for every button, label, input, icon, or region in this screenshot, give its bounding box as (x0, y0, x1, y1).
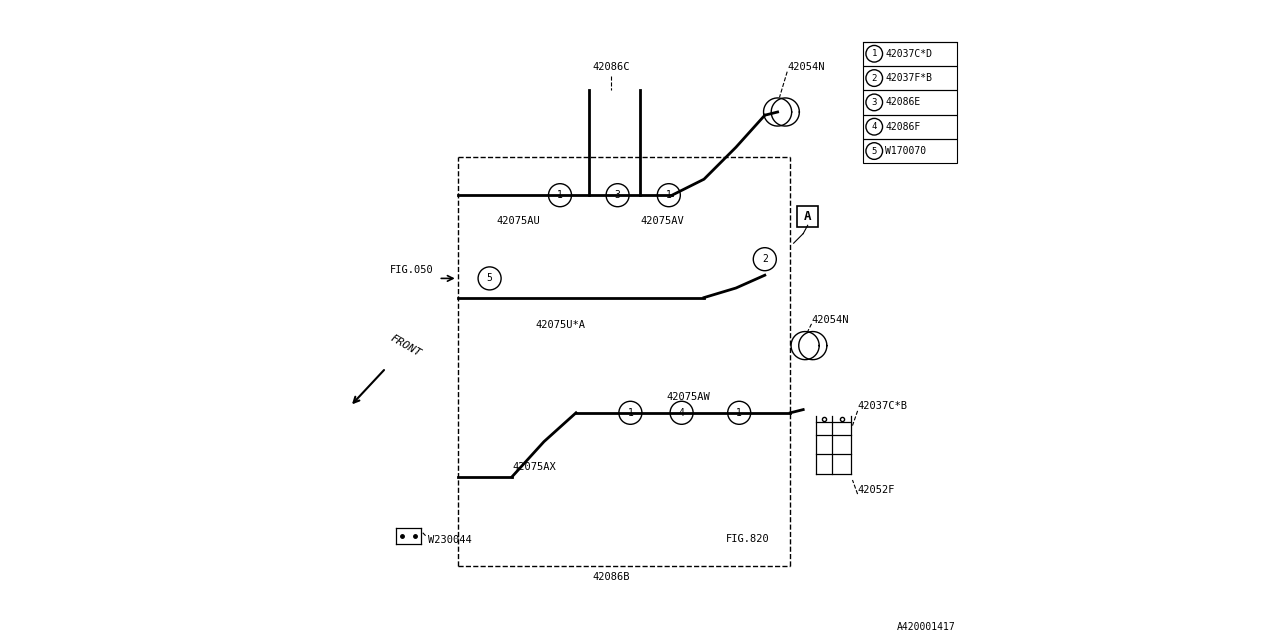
Text: 1: 1 (736, 408, 742, 418)
Text: 42052F: 42052F (858, 484, 895, 495)
Text: 3: 3 (614, 190, 621, 200)
Text: 2: 2 (762, 254, 768, 264)
Text: A: A (804, 210, 812, 223)
Text: 4: 4 (872, 122, 877, 131)
Text: 1: 1 (872, 49, 877, 58)
Text: 1: 1 (627, 408, 634, 418)
Text: 42086F: 42086F (886, 122, 920, 132)
Text: 4: 4 (678, 408, 685, 418)
Text: 5: 5 (486, 273, 493, 284)
Text: 42075AW: 42075AW (666, 392, 710, 402)
Text: 42037C*B: 42037C*B (858, 401, 908, 412)
Text: FIG.050: FIG.050 (390, 265, 434, 275)
Text: 42075AU: 42075AU (497, 216, 540, 226)
Text: W230044: W230044 (428, 534, 471, 545)
Text: W170070: W170070 (886, 146, 927, 156)
Text: 42037F*B: 42037F*B (886, 73, 932, 83)
Text: 1: 1 (666, 190, 672, 200)
Text: 42086B: 42086B (593, 572, 630, 582)
Text: 42075AX: 42075AX (512, 462, 557, 472)
Text: 2: 2 (872, 74, 877, 83)
Text: 42075U*A: 42075U*A (535, 320, 585, 330)
Text: 5: 5 (872, 147, 877, 156)
Text: 42037C*D: 42037C*D (886, 49, 932, 59)
Text: 42075AV: 42075AV (640, 216, 685, 226)
Text: 3: 3 (872, 98, 877, 107)
Text: 1: 1 (557, 190, 563, 200)
Text: 42086C: 42086C (593, 62, 630, 72)
Text: 42086E: 42086E (886, 97, 920, 108)
Text: A420001417: A420001417 (897, 622, 955, 632)
Text: FIG.820: FIG.820 (726, 534, 769, 544)
Text: 42054N: 42054N (812, 315, 849, 325)
Text: FRONT: FRONT (389, 333, 422, 358)
Text: 42054N: 42054N (787, 62, 824, 72)
